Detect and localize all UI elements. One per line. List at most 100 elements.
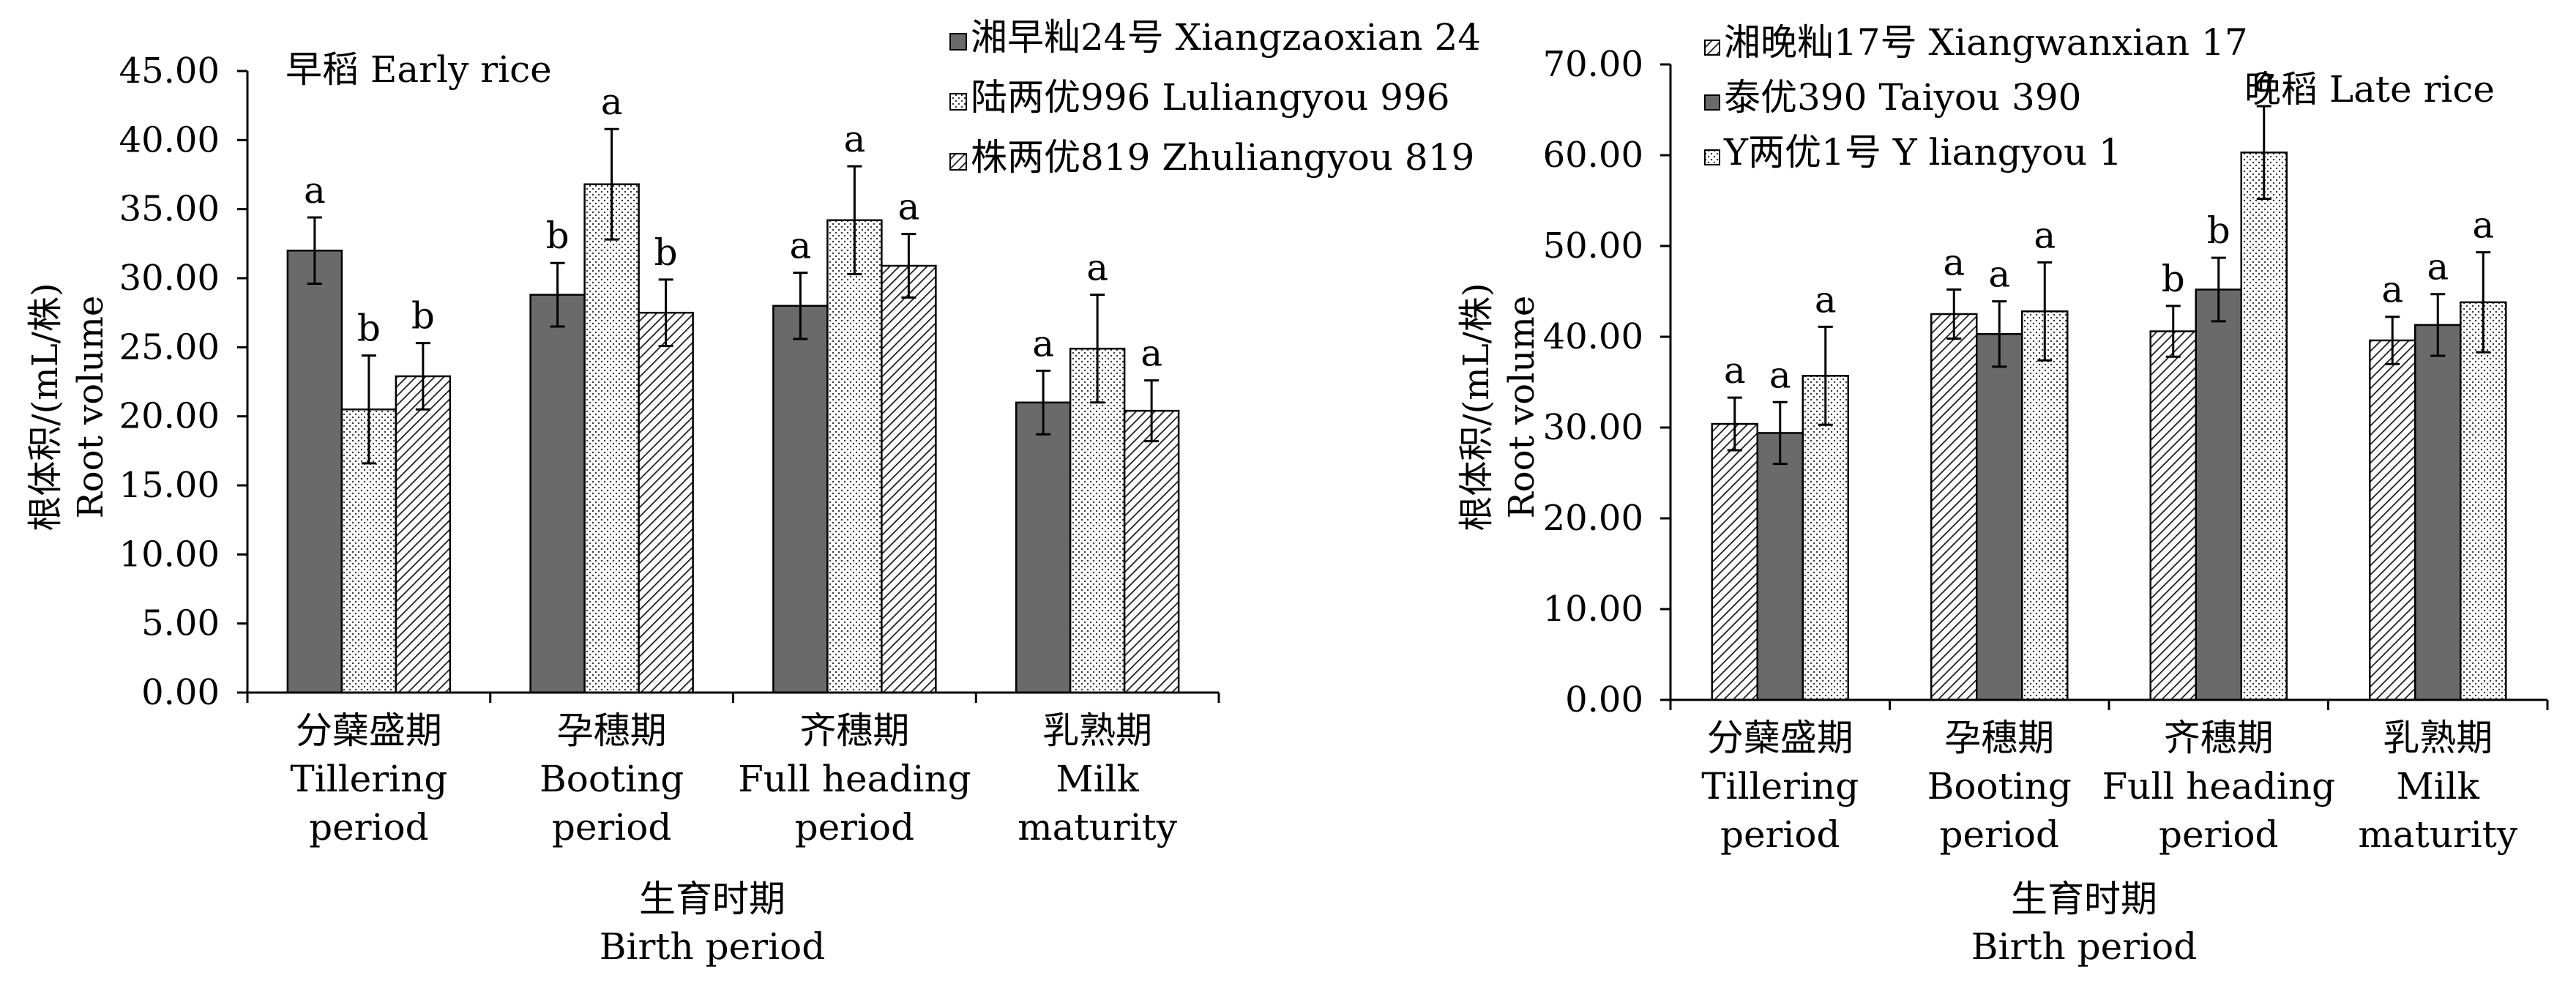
y-tick-label: 45.00 (119, 51, 220, 92)
x-category-label: maturity (2358, 813, 2518, 856)
x-category-label: Tillering (1701, 765, 1859, 808)
y-tick-label: 25.00 (119, 327, 220, 368)
significance-letter: a (1943, 242, 1965, 284)
x-category-label: 齐穗期 (799, 709, 909, 752)
bar (286, 250, 343, 694)
bar (638, 311, 694, 694)
bar (1711, 422, 1758, 701)
legend: 湘早籼24号 Xiangzaoxian 24 陆两优996 Luliangyou … (949, 16, 1481, 179)
x-category-label: Full heading (2102, 765, 2335, 808)
x-category-label: period (1720, 813, 1840, 856)
x-category-label: period (552, 806, 672, 849)
significance-letter: a (1815, 278, 1837, 321)
significance-letter: b (2162, 258, 2185, 300)
y-tick-label: 10.00 (119, 534, 220, 575)
y-tick-label: 20.00 (119, 396, 220, 437)
y-axis-label-en: Root volume (1501, 296, 1542, 519)
y-axis-label-en: Root volume (70, 296, 111, 519)
bar (1976, 333, 2023, 701)
y-tick-label: 35.00 (119, 189, 220, 230)
bar (1123, 409, 1180, 694)
x-category-label: period (309, 806, 429, 849)
legend-swatch (1704, 94, 1720, 111)
early-rice-chart: 早稻 Early rice 根体积/(mL/株) Root volume 生育时… (25, 16, 1481, 968)
legend-label: Y两优1号 Y liangyou 1 (1723, 131, 2122, 174)
x-category-label: maturity (1018, 806, 1178, 849)
bar (2414, 324, 2462, 701)
significance-letter: a (2472, 204, 2494, 247)
bar (2240, 152, 2288, 701)
x-category-label: 孕穗期 (557, 709, 667, 752)
legend-swatch (949, 93, 967, 111)
significance-letter: b (2207, 209, 2230, 252)
x-category-label: period (795, 806, 915, 849)
bar (2021, 310, 2069, 701)
significance-letter: a (1988, 253, 2010, 296)
y-tick-label: 0.00 (141, 672, 220, 713)
x-axis-label-en: Birth period (1971, 925, 2197, 968)
y-tick-labels: 0.00 5.00 10.00 15.00 20.00 25.00 30.00 35.00 40… (119, 51, 220, 713)
x-category-label: Milk (2397, 765, 2480, 808)
significance-letter: a (2253, 58, 2275, 100)
legend-label: 湘晚籼17号 Xiangwanxian 17 (1724, 21, 2248, 64)
significance-letter: a (1769, 354, 1791, 396)
legend-label: 陆两优996 Luliangyou 996 (971, 76, 1450, 119)
y-tick-label: 70.00 (1543, 44, 1643, 85)
significance-letter: a (2034, 214, 2056, 256)
chart-title: 晚稻 Late rice (2244, 68, 2495, 111)
bar (2195, 288, 2242, 701)
x-category-label: 乳熟期 (1042, 709, 1152, 752)
x-tick-labels: 分蘖盛期 Tillering period 孕穗期 Booting period 齐穗期 Fu… (290, 709, 1177, 849)
bar (583, 183, 640, 694)
x-axis-label-cn: 生育时期 (639, 878, 785, 920)
significance-letter: b (546, 215, 570, 257)
significance-letter: a (601, 81, 623, 123)
x-category-label: Tillering (290, 758, 447, 800)
x-category-label: Milk (1056, 758, 1139, 800)
late-rice-chart: 晚稻 Late rice 根体积/(mL/株) Root volume 生育时期… (1456, 21, 2549, 968)
legend-swatch (949, 33, 967, 51)
y-tick-label: 60.00 (1543, 135, 1643, 176)
significance-letter: a (1140, 332, 1162, 375)
y-tick-label: 15.00 (119, 465, 220, 506)
significance-letter: a (304, 169, 326, 212)
legend-swatch (1704, 40, 1720, 56)
bar (1756, 432, 1804, 701)
y-tick-label: 40.00 (1543, 316, 1643, 357)
bar (1930, 313, 1978, 701)
x-category-label: 孕穗期 (1944, 717, 2054, 759)
legend: 湘晚籼17号 Xiangwanxian 17 泰优390 Taiyou 390 Y两… (1704, 21, 2248, 174)
bar (1069, 347, 1126, 694)
y-tick-label: 5.00 (141, 603, 220, 644)
bar (2369, 339, 2416, 701)
y-tick-label: 10.00 (1543, 589, 1643, 630)
x-category-label: period (2159, 813, 2279, 856)
significance-letter: a (2427, 246, 2449, 288)
x-axis-label-en: Birth period (600, 925, 825, 968)
x-category-label: Booting (540, 758, 684, 800)
legend-label: 泰优390 Taiyou 390 (1724, 76, 2081, 119)
significance-letter: a (897, 186, 919, 228)
bar (881, 264, 937, 694)
x-axis-label-cn: 生育时期 (2011, 878, 2157, 920)
significance-letter: a (789, 224, 811, 266)
bar (529, 294, 586, 694)
significance-letter: a (1086, 247, 1108, 289)
axes (1660, 63, 2549, 710)
significance-letter: a (1032, 322, 1054, 365)
bar (1015, 401, 1072, 694)
chart-title: 早稻 Early rice (285, 48, 552, 91)
significance-letter: a (2381, 269, 2403, 311)
significance-letter: b (411, 295, 435, 337)
significance-letter: b (357, 307, 381, 350)
legend-label: 株两优819 Zhuliangyou 819 (971, 136, 1474, 179)
y-tick-labels: 0.00 10.00 20.00 30.00 40.00 50.00 60.00 70.00 (1543, 44, 1643, 720)
significance-letter: a (843, 118, 865, 160)
x-category-label: 分蘖盛期 (1707, 717, 1853, 759)
bar (772, 305, 829, 694)
y-tick-label: 30.00 (1543, 407, 1643, 448)
y-tick-label: 50.00 (1543, 225, 1643, 266)
